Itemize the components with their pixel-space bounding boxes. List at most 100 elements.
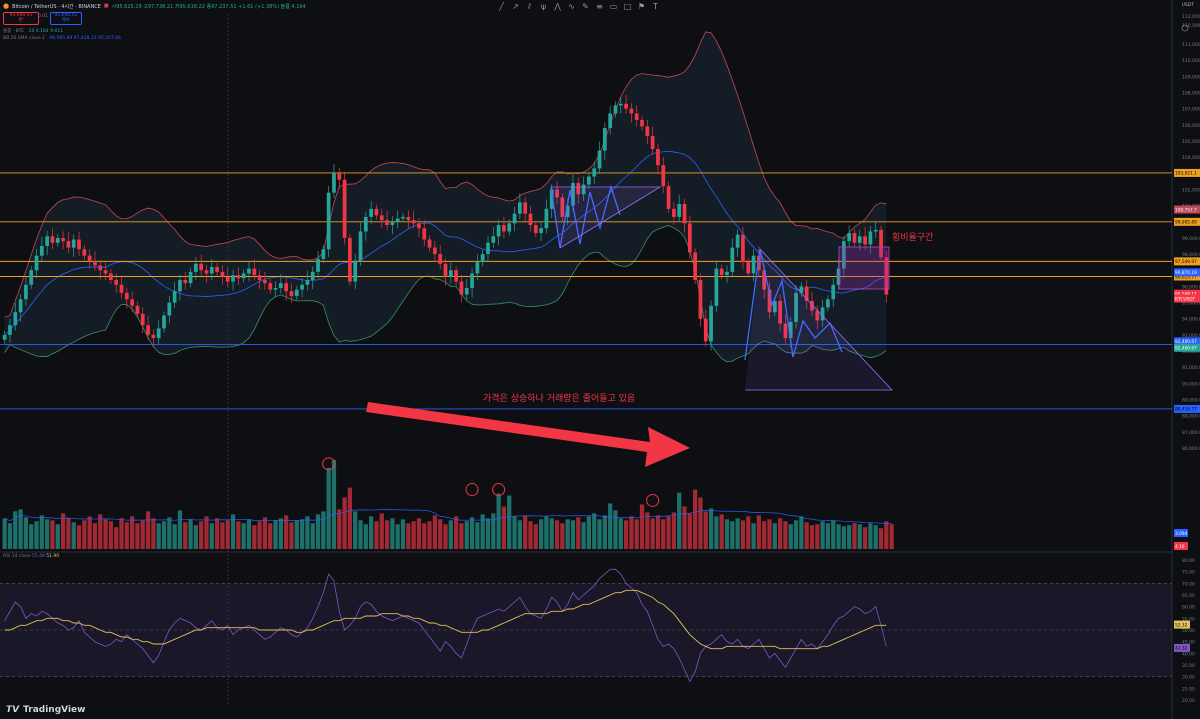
candle-body <box>703 318 708 342</box>
zone-label: 횡비율구간 <box>892 231 933 243</box>
pitchfork-icon[interactable]: ψ <box>540 2 547 11</box>
candle-body <box>682 203 687 224</box>
consolidation-zone-box <box>838 246 890 290</box>
volume-bar <box>825 523 831 549</box>
rsi-tick-label: 80.00 <box>1182 558 1195 564</box>
volume-bar <box>236 521 241 549</box>
rsi-badge-text: 42.32 <box>1175 646 1188 652</box>
buy-price-box[interactable]: 95,600.02 매수 <box>50 12 82 25</box>
rsi-tick-label: 75.00 <box>1182 570 1195 576</box>
volume-bar <box>554 520 560 549</box>
ray-icon[interactable]: ↗ <box>512 2 519 11</box>
volume-bar <box>777 518 783 549</box>
candle-body <box>459 281 464 295</box>
bollinger-legend[interactable]: BB 20 SMA close 2 96,985.99 97,428.33 95… <box>3 36 121 41</box>
candle-body <box>528 213 533 225</box>
parallel-channel-icon[interactable]: ⫽ <box>527 2 532 11</box>
wedge-pattern <box>745 248 893 391</box>
text-tool-icon[interactable]: T <box>653 2 658 11</box>
square-icon[interactable]: □ <box>623 2 632 11</box>
candle-body <box>172 291 177 303</box>
volume-bar <box>586 516 592 549</box>
price-badge-text: BTCUSDT <box>1175 296 1196 302</box>
volume-bar <box>592 513 597 549</box>
volume-bar <box>103 519 108 549</box>
trendline-icon[interactable]: ╱ <box>499 2 504 11</box>
candle-body <box>119 284 124 293</box>
volume-bar <box>76 525 82 549</box>
candle-body <box>114 279 119 285</box>
candle-body <box>783 323 788 339</box>
volume-bar <box>204 516 209 549</box>
volume-bar <box>533 524 538 549</box>
zigzag-pattern-1 <box>550 184 621 249</box>
volume-bar <box>666 516 671 549</box>
candle-body <box>300 284 304 290</box>
volume-bar <box>262 517 268 549</box>
candle-body <box>379 215 384 221</box>
volume-bar <box>613 510 618 549</box>
volume-badge-text: 4.16 <box>1175 544 1185 550</box>
candle-body <box>672 208 676 217</box>
volume-bar <box>230 514 236 549</box>
candle-body <box>565 205 570 217</box>
candle-body <box>215 267 219 272</box>
volume-bar <box>29 524 34 549</box>
brush-icon[interactable]: ✎ <box>582 2 589 11</box>
volume-bar <box>831 520 836 549</box>
pattern-icon[interactable]: ⋀ <box>554 2 561 11</box>
candle-body <box>533 224 538 234</box>
candle-body <box>884 257 889 295</box>
currency-label[interactable]: USDT <box>1181 3 1194 8</box>
candle-body <box>640 119 644 127</box>
candle-body <box>719 268 724 276</box>
candle-body <box>93 260 97 266</box>
candle-body <box>337 173 342 180</box>
candle-body <box>863 236 867 245</box>
candle-body <box>698 279 703 319</box>
volume-bar <box>608 503 613 549</box>
price-tick-label: 105,000.00 <box>1182 139 1200 145</box>
volume-bar <box>34 521 39 549</box>
rsi-tick-label: 60.00 <box>1182 605 1195 611</box>
gear-icon <box>1181 24 1189 32</box>
volume-bar <box>294 520 299 549</box>
volume-bar <box>390 518 395 549</box>
flag-icon[interactable]: ⚑ <box>637 2 646 11</box>
symbol-title[interactable]: Bitcoin / TetherUS · 4시간 · BINANCE <box>12 3 101 10</box>
volume-bar <box>746 516 751 549</box>
candle-body <box>714 268 719 306</box>
volume-bar <box>60 513 66 549</box>
market-open-icon: ■ <box>103 3 109 9</box>
volume-bar <box>469 517 475 549</box>
fib-icon[interactable]: ≡ <box>596 2 603 11</box>
volume-legend[interactable]: 볼륨 · BTC 20 4.164 9.011 <box>3 29 64 34</box>
price-badge <box>1174 268 1200 277</box>
candle-body <box>151 334 156 339</box>
bollinger-upper-line <box>4 31 887 318</box>
volume-bar <box>448 520 453 549</box>
elliott-wave-icon[interactable]: ∿ <box>568 2 575 11</box>
candle-body <box>220 271 225 277</box>
candle-body <box>45 236 50 246</box>
candle-body <box>109 273 113 280</box>
volume-spike-circle <box>465 483 479 497</box>
price-tick-label: 91,000.00 <box>1182 365 1200 371</box>
volume-bar <box>140 520 145 549</box>
candle-body <box>879 229 883 258</box>
candle-body <box>167 302 172 316</box>
level-price-badge <box>1174 404 1200 413</box>
volume-bar <box>331 459 337 549</box>
sell-price-box[interactable]: 95,600.01 판 <box>3 12 39 25</box>
price-tick-label: 108,000.00 <box>1182 90 1200 96</box>
volume-bar <box>183 522 188 549</box>
volume-bar <box>634 519 639 549</box>
tradingview-logo[interactable]: 𝙏𝙑 TradingView <box>6 705 86 715</box>
volume-bar <box>496 493 501 549</box>
rectangle-icon[interactable]: ▭ <box>609 2 618 11</box>
rsi-legend[interactable]: RSI 14 close 55.48 51.90 <box>3 554 60 559</box>
candle-body <box>13 312 18 326</box>
candle-body <box>406 216 411 221</box>
candle-body <box>236 275 241 279</box>
